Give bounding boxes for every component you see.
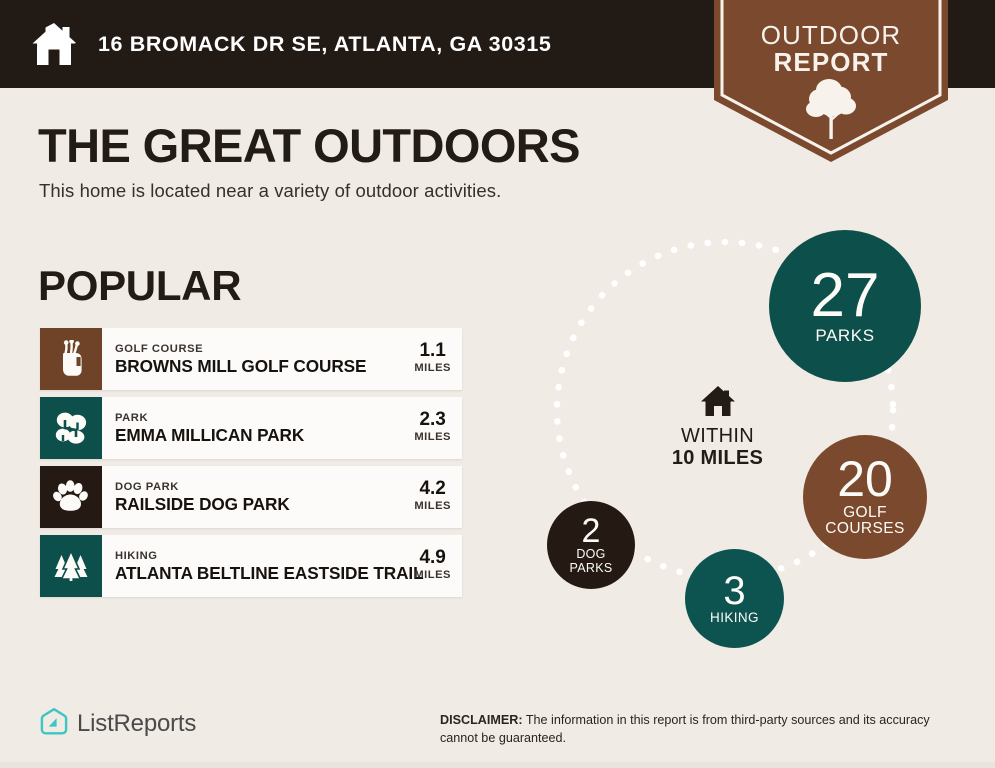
bubble-dog-label-line-2: PARKS xyxy=(569,560,613,575)
list-item-category: GOLF COURSE xyxy=(115,342,204,355)
diagram-center-line-1: WITHIN xyxy=(681,425,754,447)
list-item-name: BROWNS MILL GOLF COURSE xyxy=(115,355,367,376)
bubble-hiking-label: HIKING xyxy=(710,609,759,625)
paw-print-icon xyxy=(40,466,102,528)
list-item-distance-unit: MILES xyxy=(414,500,451,513)
bubble-dog-label-line-1: DOG xyxy=(576,547,606,562)
list-item-text: DOG PARK RAILSIDE DOG PARK xyxy=(102,466,410,528)
list-item-distance-group: 4.9 MILES xyxy=(410,535,462,597)
dotted-orbit-path xyxy=(553,238,897,582)
list-item[interactable]: DOG PARK RAILSIDE DOG PARK 4.2 MILES xyxy=(40,466,462,528)
list-item-name: EMMA MILLICAN PARK xyxy=(115,424,305,445)
list-item-distance: 4.9 xyxy=(419,547,446,569)
disclaimer: DISCLAIMER: The information in this repo… xyxy=(440,712,960,748)
list-item-distance-group: 1.1 MILES xyxy=(410,328,462,390)
bubble-hiking-value: 3 xyxy=(723,568,746,613)
list-item-distance: 2.3 xyxy=(419,409,446,431)
list-item-text: HIKING ATLANTA BELTLINE EASTSIDE TRAIL xyxy=(102,535,424,597)
list-item-category: DOG PARK xyxy=(115,480,179,493)
list-item-distance-group: 4.2 MILES xyxy=(410,466,462,528)
listreports-logo-text: ListReports xyxy=(77,710,197,737)
listreports-logo[interactable]: ListReports xyxy=(40,707,196,741)
list-item-distance: 1.1 xyxy=(419,340,446,362)
list-item-distance-unit: MILES xyxy=(414,569,451,582)
list-item-name: ATLANTA BELTLINE EASTSIDE TRAIL xyxy=(115,562,424,583)
list-item[interactable]: PARK EMMA MILLICAN PARK 2.3 MILES xyxy=(40,397,462,459)
pine-trees-icon xyxy=(40,535,102,597)
bubble-dog-value: 2 xyxy=(581,512,601,551)
bubble-golf-label-line-2: COURSES xyxy=(825,520,905,538)
list-item-category: PARK xyxy=(115,411,149,424)
property-address: 16 BROMACK DR SE, ATLANTA, GA 30315 xyxy=(98,31,552,56)
popular-list: GOLF COURSE BROWNS MILL GOLF COURSE 1.1 … xyxy=(40,328,462,604)
home-icon xyxy=(30,21,78,67)
home-icon xyxy=(700,386,735,416)
list-item-name: RAILSIDE DOG PARK xyxy=(115,493,290,514)
popular-heading: POPULAR xyxy=(38,262,242,309)
list-item-category: HIKING xyxy=(115,549,158,562)
list-item-text: GOLF COURSE BROWNS MILL GOLF COURSE xyxy=(102,328,410,390)
outdoor-report-badge: OUTDOOR REPORT xyxy=(714,0,948,162)
footer-divider xyxy=(0,762,995,768)
bubble-golf-value: 20 xyxy=(837,451,893,508)
diagram-center-line-2: 10 MILES xyxy=(671,447,764,470)
list-item-distance-group: 2.3 MILES xyxy=(410,397,462,459)
list-item[interactable]: HIKING ATLANTA BELTLINE EASTSIDE TRAIL 4… xyxy=(40,535,462,597)
bubble-hiking[interactable]: 3 HIKING xyxy=(685,549,784,648)
bubble-parks-label: PARKS xyxy=(815,326,875,346)
listreports-logo-icon xyxy=(40,707,68,741)
page-subtitle: This home is located near a variety of o… xyxy=(39,180,502,201)
disclaimer-text: The information in this report is from t… xyxy=(440,713,930,745)
bubble-dog-parks[interactable]: 2 DOG PARKS xyxy=(547,501,635,589)
bubble-parks[interactable]: 27 PARKS xyxy=(769,230,921,382)
amenities-bubble-diagram: 27 PARKS 20 GOLF COURSES 2 DOG PARKS 3 H… xyxy=(520,225,980,665)
list-item-distance-unit: MILES xyxy=(414,362,451,375)
bubble-parks-value: 27 xyxy=(810,260,880,330)
bubble-golf-courses[interactable]: 20 GOLF COURSES xyxy=(803,435,927,559)
page-title: THE GREAT OUTDOORS xyxy=(38,119,580,172)
list-item-distance: 4.2 xyxy=(419,478,446,500)
disclaimer-label: DISCLAIMER: xyxy=(440,713,523,727)
list-item-text: PARK EMMA MILLICAN PARK xyxy=(102,397,410,459)
list-item-distance-unit: MILES xyxy=(414,431,451,444)
tree-icon xyxy=(806,79,856,139)
header-content: 16 BROMACK DR SE, ATLANTA, GA 30315 xyxy=(30,0,551,88)
park-trees-icon xyxy=(40,397,102,459)
bubble-golf-label-line-1: GOLF xyxy=(843,503,887,521)
golf-bag-icon xyxy=(40,328,102,390)
list-item[interactable]: GOLF COURSE BROWNS MILL GOLF COURSE 1.1 … xyxy=(40,328,462,390)
diagram-center-label: WITHIN 10 MILES xyxy=(640,385,795,470)
